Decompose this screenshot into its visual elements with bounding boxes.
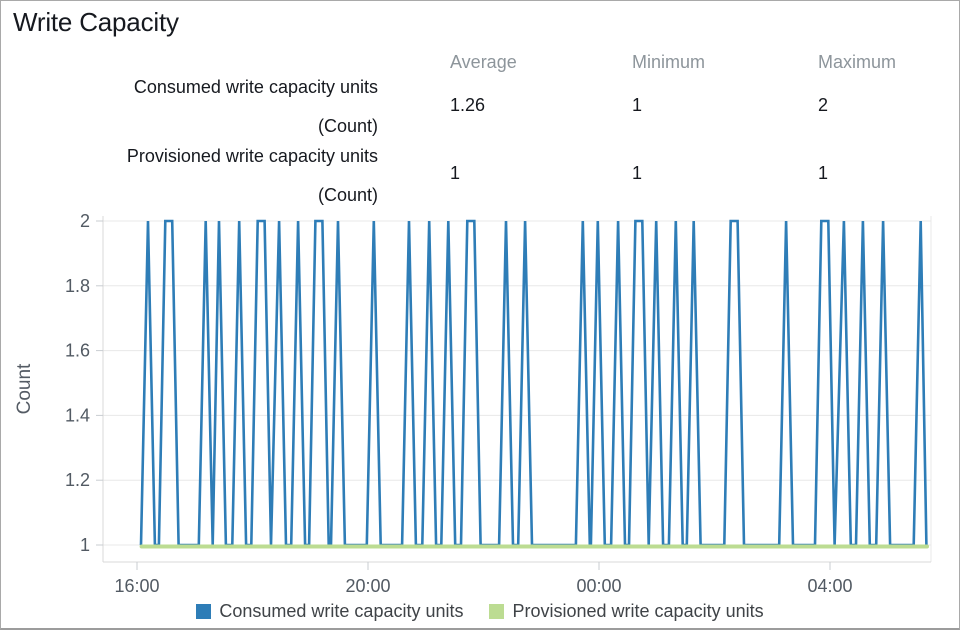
y-tick-label: 1 [80, 535, 90, 555]
row-label-provisioned-line1: Provisioned write capacity units [126, 146, 378, 166]
provisioned-maximum-value: 1 [818, 163, 829, 183]
x-tick-label: 20:00 [345, 576, 390, 596]
y-tick-label: 1.4 [65, 405, 90, 425]
consumed-series-line[interactable] [139, 219, 928, 547]
provisioned-minimum-value: 1 [632, 163, 643, 183]
axis-ticks [96, 220, 831, 570]
y-tick-label: 1.8 [65, 276, 90, 296]
y-axis-title: Count [14, 363, 35, 414]
row-label-consumed: Consumed write capacity units (Count) [0, 68, 378, 146]
y-tick-label: 2 [80, 211, 90, 231]
consumed-series-swatch-icon [196, 604, 212, 619]
consumed-minimum-value: 1 [632, 95, 643, 115]
axis-tick-labels: 1 1.2 1.4 1.6 1.8 2 16:00 20:00 00:00 04:00 [65, 211, 853, 596]
y-tick-label: 1.6 [65, 341, 90, 361]
row-label-consumed-line2: (Count) [317, 116, 378, 136]
page-title: Write Capacity [13, 7, 179, 37]
legend-item-provisioned[interactable]: Provisioned write capacity units [489, 601, 764, 622]
row-label-provisioned-line2: (Count) [317, 185, 378, 205]
row-label-consumed-line1: Consumed write capacity units [133, 77, 378, 97]
provisioned-series-swatch-icon [489, 604, 505, 619]
column-header-minimum: Minimum [632, 52, 706, 72]
y-tick-label: 1.2 [65, 470, 90, 490]
consumed-maximum-value: 2 [818, 95, 829, 115]
column-header-average: Average [450, 52, 517, 72]
consumed-average-value: 1.26 [450, 95, 486, 115]
legend-item-consumed[interactable]: Consumed write capacity units [196, 601, 463, 622]
legend-label-consumed: Consumed write capacity units [219, 601, 464, 621]
gridlines [102, 216, 932, 563]
row-label-provisioned: Provisioned write capacity units (Count) [0, 137, 378, 215]
provisioned-average-value: 1 [450, 163, 461, 183]
chart-legend: Consumed write capacity units Provisione… [0, 601, 960, 622]
x-tick-label: 00:00 [576, 576, 621, 596]
x-tick-label: 16:00 [114, 576, 159, 596]
column-header-maximum: Maximum [818, 52, 897, 72]
legend-label-provisioned: Provisioned write capacity units [512, 601, 764, 621]
x-tick-label: 04:00 [807, 576, 852, 596]
